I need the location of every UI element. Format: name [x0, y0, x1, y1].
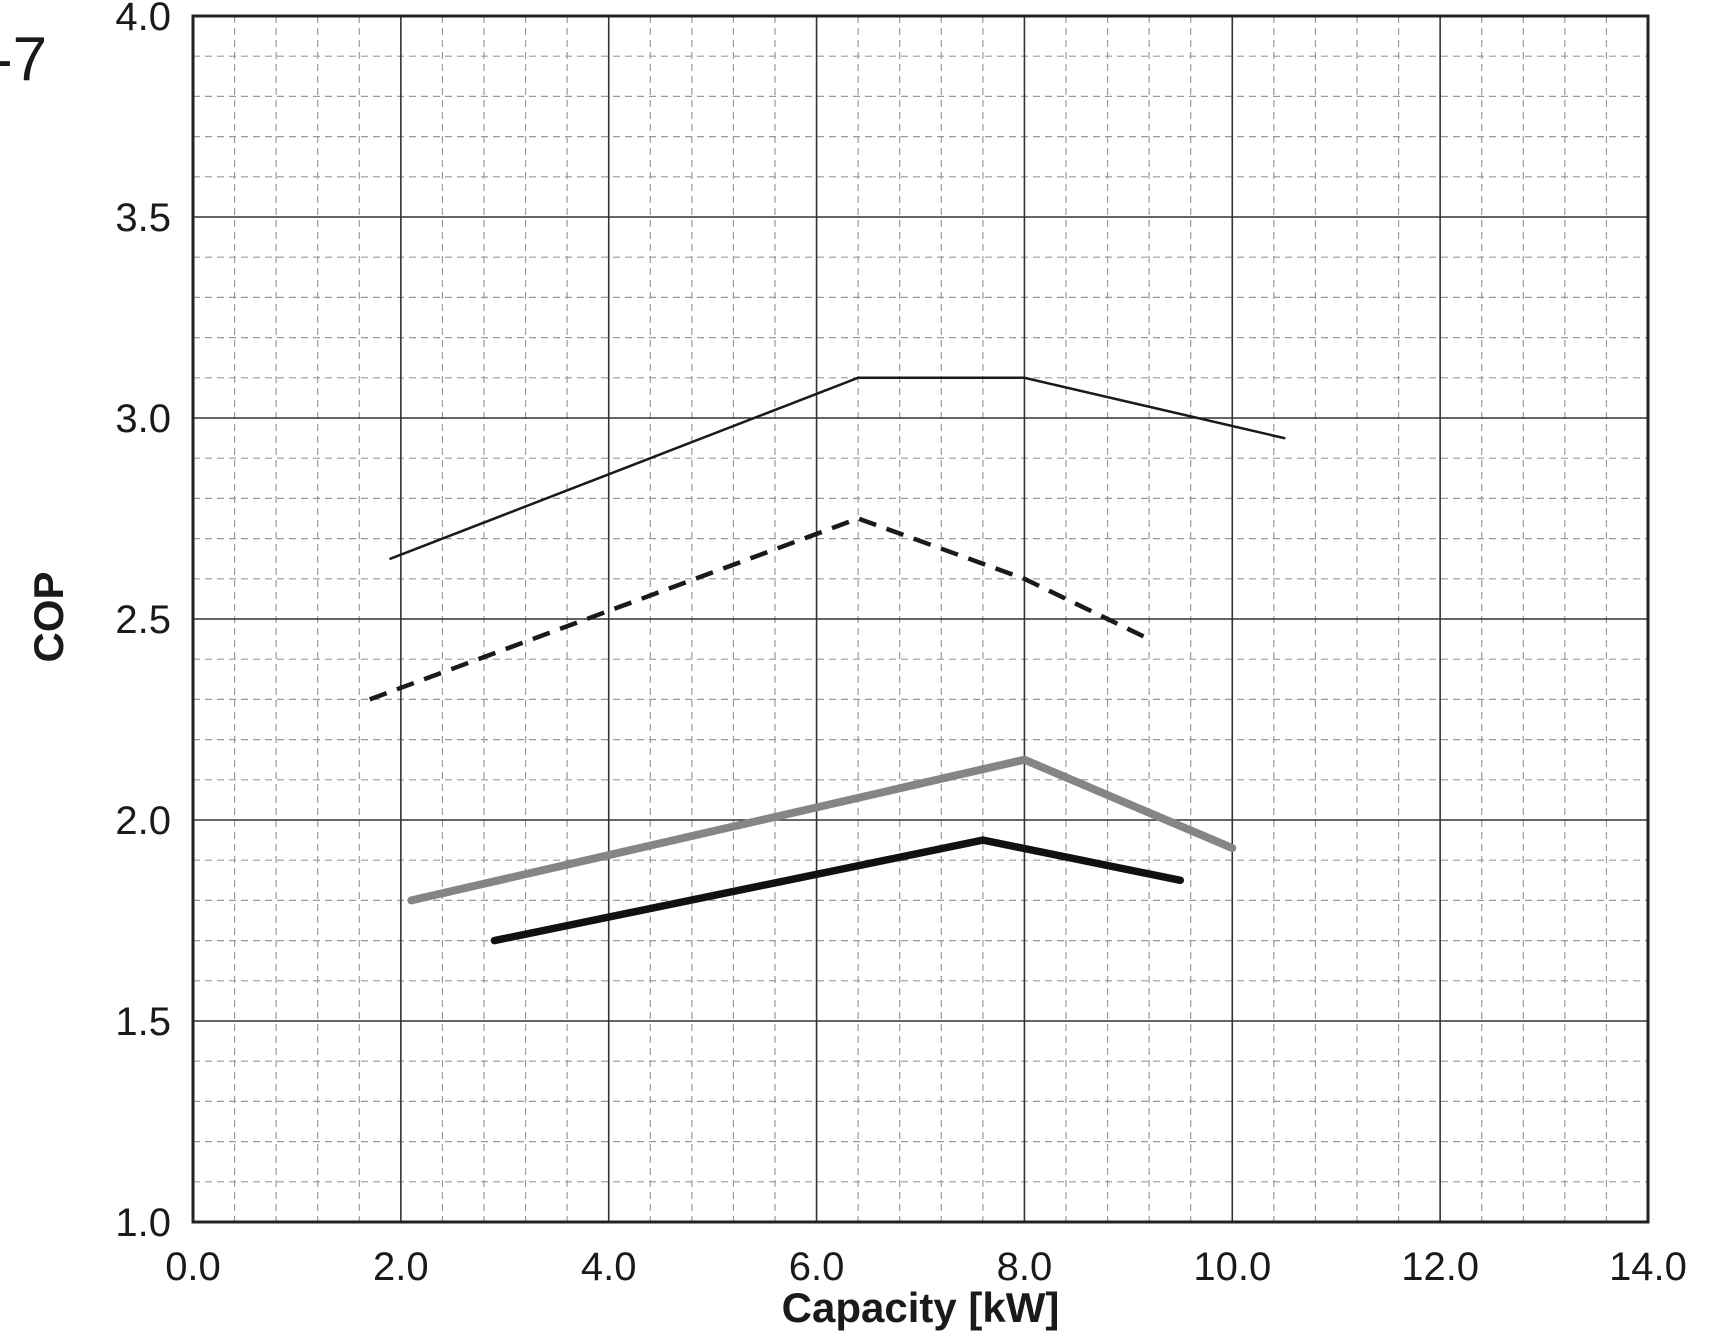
- y-axis-title: COP: [25, 571, 72, 662]
- y-tick-label: 1.0: [115, 1201, 171, 1245]
- y-tick-label: 3.5: [115, 196, 171, 240]
- x-tick-label: 14.0: [1609, 1245, 1687, 1289]
- y-tick-label: 1.5: [115, 1000, 171, 1044]
- corner-label: -7: [0, 25, 47, 94]
- y-tick-label: 2.0: [115, 799, 171, 843]
- x-tick-label: 8.0: [997, 1245, 1053, 1289]
- x-tick-labels: 0.0 2.0 4.0 6.0 8.0 10.0 12.0 14.0: [165, 1245, 1687, 1289]
- y-tick-label: 4.0: [115, 0, 171, 39]
- x-tick-label: 12.0: [1401, 1245, 1479, 1289]
- series-line-4: [490, 836, 1185, 945]
- y-tick-label: 3.0: [115, 397, 171, 441]
- plot-frame: [191, 14, 1650, 1224]
- x-axis-title: Capacity [kW]: [782, 1284, 1060, 1331]
- x-tick-label: 2.0: [373, 1245, 429, 1289]
- major-grid: [192, 15, 1649, 1223]
- series-layer: [368, 376, 1286, 945]
- series-line-3: [407, 755, 1237, 905]
- x-tick-label: 4.0: [581, 1245, 637, 1289]
- y-tick-labels: 1.0 1.5 2.0 2.5 3.0 3.5 4.0: [115, 0, 171, 1245]
- series-line-1: [389, 376, 1286, 560]
- series-line-2: [368, 516, 1151, 702]
- y-tick-label: 2.5: [115, 598, 171, 642]
- x-tick-label: 6.0: [789, 1245, 845, 1289]
- x-tick-label: 0.0: [165, 1245, 221, 1289]
- x-tick-label: 10.0: [1193, 1245, 1271, 1289]
